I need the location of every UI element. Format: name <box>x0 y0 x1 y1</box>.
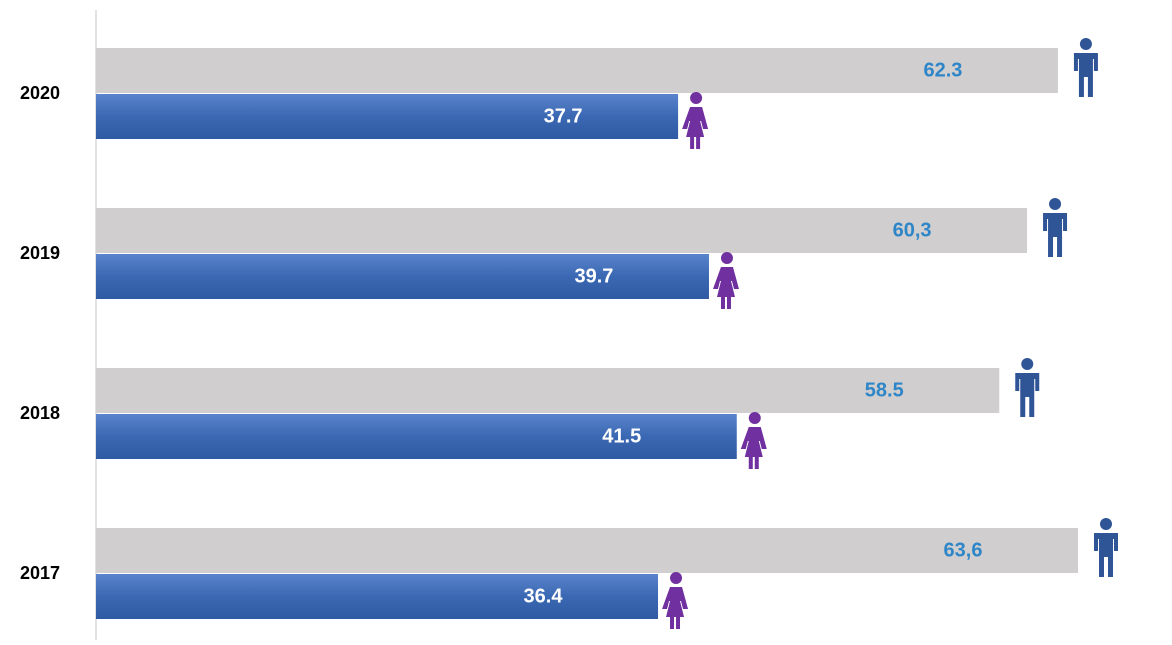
value-label: 41.5 <box>602 425 641 447</box>
icon-head <box>720 252 733 264</box>
value-label: 37.7 <box>544 105 583 127</box>
icon-body <box>662 587 689 629</box>
value-label: 60,3 <box>893 219 932 241</box>
icon-body <box>1015 373 1040 417</box>
y-tick-label: 2019 <box>20 243 60 263</box>
female-icon <box>712 252 739 309</box>
icon-head <box>670 572 683 584</box>
icon-head <box>748 412 761 424</box>
icon-body <box>740 427 767 469</box>
icon-head <box>1079 38 1092 50</box>
value-label: 39.7 <box>575 265 614 287</box>
icon-body <box>1043 213 1068 257</box>
bar <box>96 94 679 139</box>
icon-body <box>712 267 739 309</box>
female-icon <box>682 92 709 149</box>
value-label: 62.3 <box>923 59 962 81</box>
male-icon <box>1015 358 1040 417</box>
icon-body <box>682 107 709 149</box>
value-label: 63,6 <box>944 539 983 561</box>
y-tick-label: 2020 <box>20 83 60 103</box>
male-icon <box>1073 38 1098 97</box>
y-tick-label: 2017 <box>20 563 60 583</box>
icon-head <box>690 92 703 104</box>
female-icon <box>662 572 689 629</box>
bar <box>96 414 737 459</box>
bar <box>96 368 1000 413</box>
icon-body <box>1073 53 1098 97</box>
bar <box>96 528 1078 573</box>
bar <box>96 48 1058 93</box>
icon-head <box>1021 358 1034 370</box>
value-label: 58.5 <box>865 379 904 401</box>
value-label: 36.4 <box>524 585 564 607</box>
icon-head <box>1100 518 1112 530</box>
bar <box>96 254 709 299</box>
icon-head <box>1049 198 1062 210</box>
bar <box>96 574 659 619</box>
icon-body <box>1094 533 1118 577</box>
female-icon <box>740 412 767 469</box>
male-icon <box>1043 198 1068 257</box>
male-icon <box>1094 518 1118 577</box>
bar <box>96 208 1028 253</box>
y-tick-label: 2018 <box>20 403 60 423</box>
